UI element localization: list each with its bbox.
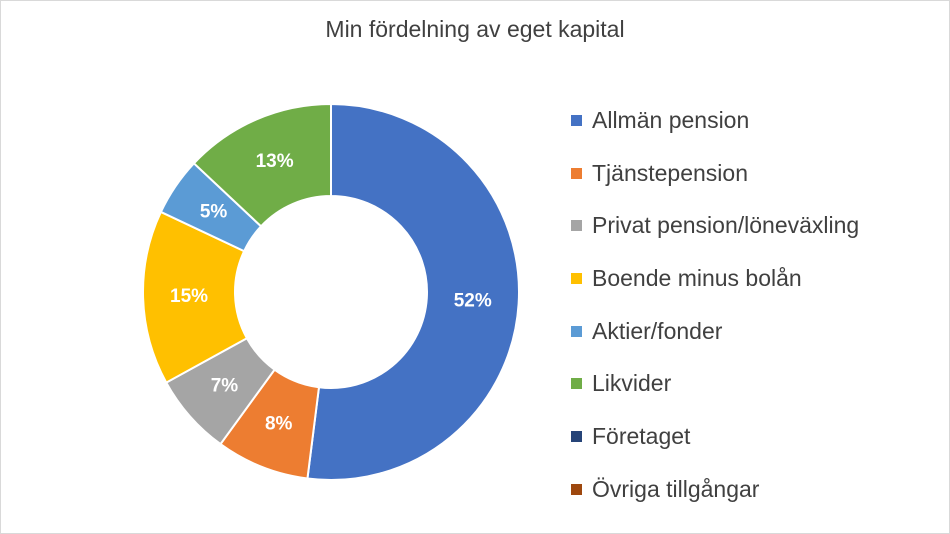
legend-item: Aktier/fonder (571, 305, 859, 358)
legend-item: Tjänstepension (571, 147, 859, 200)
legend-label: Likvider (592, 370, 672, 397)
data-label: 13% (256, 151, 294, 172)
legend-label: Privat pension/löneväxling (592, 212, 860, 239)
legend-label: Aktier/fonder (592, 317, 723, 344)
legend-item: Allmän pension (571, 94, 859, 147)
legend-swatch (571, 167, 582, 179)
legend-label: Allmän pension (592, 106, 750, 133)
donut-slice-likvider (192, 102, 332, 228)
legend-swatch (571, 325, 582, 337)
legend-item: Boende minus bolån (571, 252, 859, 305)
legend-swatch (571, 483, 582, 495)
legend-label: Boende minus bolån (592, 264, 802, 291)
legend-label: Företaget (592, 422, 691, 449)
data-label: 8% (265, 414, 293, 435)
legend-label: Övriga tillgångar (592, 475, 760, 502)
legend-item: Privat pension/löneväxling (571, 199, 859, 252)
legend-swatch (571, 114, 582, 126)
data-label: 5% (200, 202, 228, 223)
donut-slice-allm-n-pension (306, 102, 520, 481)
data-label: 15% (170, 286, 208, 307)
chart-title: Min fördelning av eget kapital (325, 16, 625, 42)
data-label: 7% (211, 375, 239, 396)
legend-item: Övriga tillgångar (571, 463, 859, 516)
legend-swatch (571, 220, 582, 232)
legend-swatch (571, 430, 582, 442)
data-label: 52% (454, 290, 492, 311)
legend-label: Tjänstepension (592, 159, 748, 186)
legend-swatch (571, 378, 582, 390)
legend-swatch (571, 272, 582, 284)
chart-legend: Allmän pension Tjänstepension Privat pensi… (571, 94, 859, 516)
legend-item: Företaget (571, 410, 859, 463)
legend-item: Likvider (571, 357, 859, 410)
